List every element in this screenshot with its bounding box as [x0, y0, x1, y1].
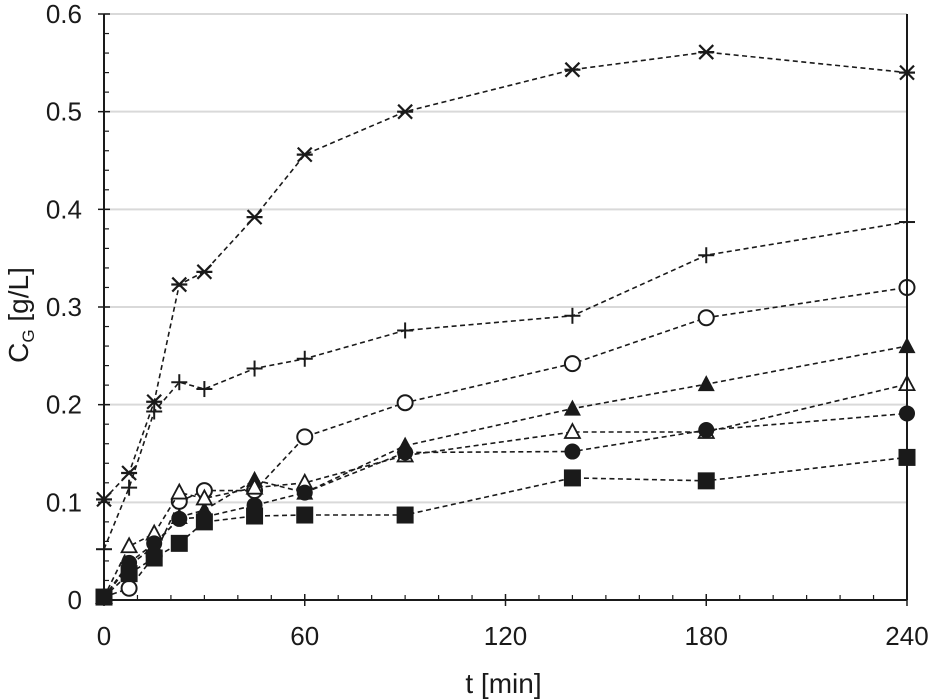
- data-point-square-filled: [195, 513, 213, 531]
- y-tick-label: 0.6: [46, 0, 82, 29]
- y-axis-title: CG [g/L]: [3, 267, 38, 363]
- data-point-asterisk: [121, 465, 138, 481]
- data-point-circle-open: [697, 309, 715, 327]
- data-point-asterisk: [564, 61, 581, 78]
- y-tick-label: 0: [68, 585, 82, 615]
- series-line: [103, 412, 908, 598]
- series-asterisk: [96, 44, 915, 508]
- x-tick-label: 180: [685, 621, 728, 651]
- data-point-square-filled: [246, 507, 264, 525]
- data-point-square-filled: [120, 565, 138, 583]
- ticks: 0 0.1 0.2 0.3 0.4 0.5 0.6 0 60 120 180 240: [46, 0, 929, 651]
- data-point-plus: [146, 403, 163, 420]
- data-point-plus: [397, 322, 414, 339]
- data-point-plus: [121, 479, 138, 496]
- data-point-circle-filled: [564, 443, 581, 460]
- data-point-circle-filled: [171, 510, 188, 527]
- series-circle-filled: [96, 405, 915, 606]
- data-point-square-filled: [296, 506, 314, 524]
- x-tick-label: 120: [484, 621, 527, 651]
- y-axis-title-subscript: G: [19, 329, 38, 342]
- data-point-plus: [246, 360, 263, 377]
- data-point-plus: [564, 307, 581, 324]
- y-axis-title-main: C: [3, 343, 34, 363]
- series-line: [103, 345, 908, 598]
- series-layer: [94, 44, 917, 606]
- series-line: [103, 221, 908, 550]
- data-point-circle-open: [396, 394, 414, 412]
- series-triangle-open: [94, 374, 917, 604]
- series-line: [103, 456, 908, 598]
- data-point-square-filled: [145, 549, 163, 567]
- data-point-circle-filled: [397, 444, 414, 461]
- data-point-asterisk: [171, 276, 188, 293]
- data-point-asterisk: [196, 264, 213, 280]
- data-point-circle-open: [296, 428, 314, 446]
- x-axis-title: t [min]: [465, 668, 541, 699]
- data-point-asterisk: [698, 44, 715, 60]
- x-tick-label: 60: [290, 621, 319, 651]
- data-point-circle-filled: [698, 422, 715, 439]
- data-point-circle-filled: [296, 484, 313, 501]
- data-point-plus: [698, 247, 715, 264]
- data-point-square-filled: [170, 534, 188, 552]
- data-point-square-filled: [697, 472, 715, 490]
- y-tick-label: 0.5: [46, 97, 82, 127]
- y-tick-label: 0.2: [46, 390, 82, 420]
- data-point-circle-filled: [146, 535, 163, 552]
- series-line: [103, 286, 908, 598]
- series-triangle-filled: [95, 337, 916, 605]
- series-circle-open: [95, 278, 916, 606]
- data-point-triangle-filled: [697, 375, 715, 392]
- x-tick-label: 240: [885, 621, 928, 651]
- y-tick-label: 0.1: [46, 487, 82, 517]
- data-point-triangle-open: [195, 488, 214, 506]
- y-axis-title-unit: [g/L]: [3, 267, 34, 329]
- series-plus: [96, 214, 915, 558]
- data-point-triangle-open: [120, 536, 139, 554]
- series-line: [103, 51, 908, 500]
- data-point-plus: [296, 350, 313, 367]
- data-point-triangle-open: [170, 482, 189, 500]
- data-point-triangle-open: [245, 477, 264, 495]
- grid-lines: [104, 13, 907, 504]
- data-point-asterisk: [296, 146, 313, 163]
- data-point-plus: [196, 381, 213, 398]
- data-point-triangle-filled: [563, 399, 581, 416]
- data-point-square-filled: [396, 506, 414, 524]
- y-tick-label: 0.3: [46, 292, 82, 322]
- data-point-circle-open: [563, 355, 581, 373]
- data-point-square-filled: [563, 469, 581, 487]
- data-point-circle-open: [120, 579, 138, 597]
- data-point-triangle-open: [563, 422, 582, 439]
- data-point-plus: [171, 374, 188, 391]
- data-point-asterisk: [397, 103, 414, 120]
- y-tick-label: 0.4: [46, 194, 82, 224]
- data-point-asterisk: [246, 209, 263, 225]
- series-square-filled: [95, 448, 916, 606]
- x-tick-label: 0: [97, 621, 111, 651]
